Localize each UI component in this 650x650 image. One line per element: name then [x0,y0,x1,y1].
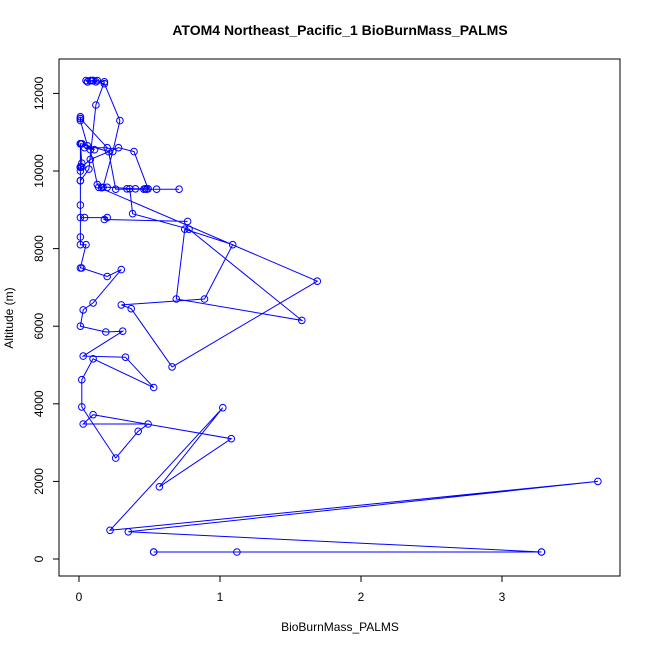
data-point [298,316,306,325]
data-point [537,548,546,556]
data-point [152,185,161,193]
data-point [100,78,109,86]
data-point [124,528,133,536]
y-axis-label: Altitude (m) [2,287,16,348]
data-point [76,240,85,249]
data-point [121,353,130,362]
data-point [131,185,140,193]
data-point [92,101,100,109]
data-point [130,147,138,156]
data-point [183,217,192,226]
data-point [100,215,109,224]
data-point [78,403,86,411]
data-point [89,355,97,363]
data-point [78,159,86,167]
data-point [76,176,85,185]
data-point [78,375,86,384]
data-point [155,483,164,491]
data-point [149,383,158,392]
y-tick-label: 8000 [32,235,46,262]
data-point [89,76,97,85]
data-point [76,322,85,331]
data-point [76,114,85,123]
y-tick-label: 12000 [32,76,46,110]
data-point [99,183,107,192]
data-point [90,145,99,154]
data-point [117,301,126,309]
data-point [172,295,181,303]
data-point [200,295,209,303]
data-point [111,185,120,193]
data-point [116,116,124,125]
data-point [79,420,87,428]
x-tick-label: 2 [358,590,365,604]
series-layer [76,76,602,556]
data-point [76,233,85,241]
data-point [149,548,158,556]
data-point [126,185,134,193]
data-point [86,155,95,164]
data-point [117,265,126,274]
chart-title: ATOM4 Northeast_Pacific_1 BioBurnMass_PA… [172,22,507,38]
data-point [80,213,89,222]
data-point [594,477,602,486]
x-tick-label: 1 [217,590,224,604]
x-axis: 0 1 2 3 [76,575,506,604]
data-point [227,434,236,443]
data-point [82,240,90,249]
data-point [127,304,135,313]
data-point [106,526,114,535]
y-axis: 0 2000 4000 6000 8000 10000 12000 [32,76,60,562]
data-point [109,147,117,156]
x-axis-label: BioBurnMass_PALMS [281,620,399,634]
data-point [144,420,152,428]
x-tick-label: 0 [76,590,83,604]
data-point [100,79,109,88]
data-point [175,185,183,193]
x-tick-label: 3 [499,590,506,604]
data-point [118,327,127,336]
data-point [313,277,322,286]
y-tick-label: 6000 [32,313,46,340]
data-point [76,264,85,272]
data-point [123,185,131,193]
data-point [134,427,142,436]
data-point [93,76,102,85]
data-point [85,165,93,173]
data-point [128,209,137,218]
data-point [111,454,120,462]
data-point [228,240,237,249]
y-tick-label: 10000 [32,154,46,188]
data-point [76,167,85,175]
data-point [76,116,85,125]
y-tick-label: 0 [32,555,46,562]
data-point [76,213,85,222]
data-point [79,352,87,360]
y-tick-label: 4000 [32,390,46,417]
data-point [140,185,148,193]
data-point [76,163,85,171]
data-point [103,143,111,152]
data-point [114,143,123,152]
data-point [76,140,85,148]
data-point [76,201,85,209]
data-point [168,363,176,371]
data-point [103,272,111,281]
data-point [103,183,111,192]
data-point [102,328,110,336]
data-point [76,112,85,121]
data-point [89,410,97,419]
data-point [181,225,189,233]
data-point [233,548,241,556]
data-point [142,185,151,193]
data-point [82,76,90,85]
data-point [79,306,87,314]
data-point [185,225,193,233]
data-point [219,403,227,412]
y-tick-label: 2000 [32,468,46,495]
data-point [104,147,113,156]
data-point [89,299,97,307]
